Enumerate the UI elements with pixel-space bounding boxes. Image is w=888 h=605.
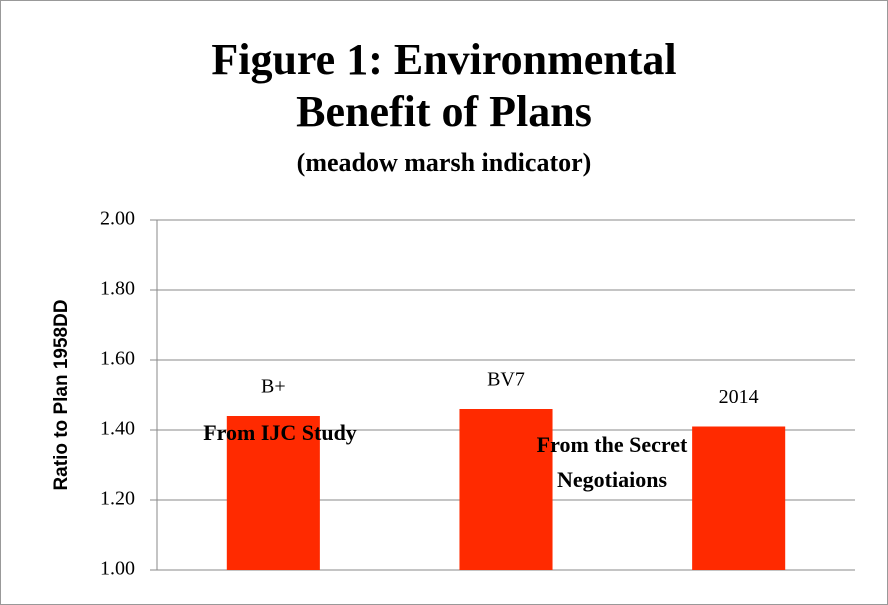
y-tick-label: 1.80 [100, 278, 135, 300]
bar [226, 416, 320, 570]
annotation: From the Secret [537, 432, 688, 457]
y-tick-label: 1.60 [100, 348, 135, 370]
y-tick-label: 1.20 [100, 488, 135, 510]
bar [459, 409, 553, 570]
chart-title: Figure 1: Environmental [211, 35, 676, 84]
chart-title: Benefit of Plans [296, 87, 592, 136]
bar [692, 426, 786, 570]
chart-subtitle: (meadow marsh indicator) [297, 148, 592, 177]
y-tick-label: 1.00 [100, 558, 135, 580]
category-label: 2014 [719, 386, 759, 408]
y-axis-label: Ratio to Plan 1958DD [51, 299, 72, 490]
annotation: From IJC Study [203, 420, 357, 445]
y-tick-label: 1.40 [100, 418, 135, 440]
category-label: BV7 [487, 369, 525, 391]
category-label: B+ [261, 376, 286, 398]
y-tick-label: 2.00 [100, 208, 135, 230]
annotation: Negotiaions [557, 467, 667, 492]
